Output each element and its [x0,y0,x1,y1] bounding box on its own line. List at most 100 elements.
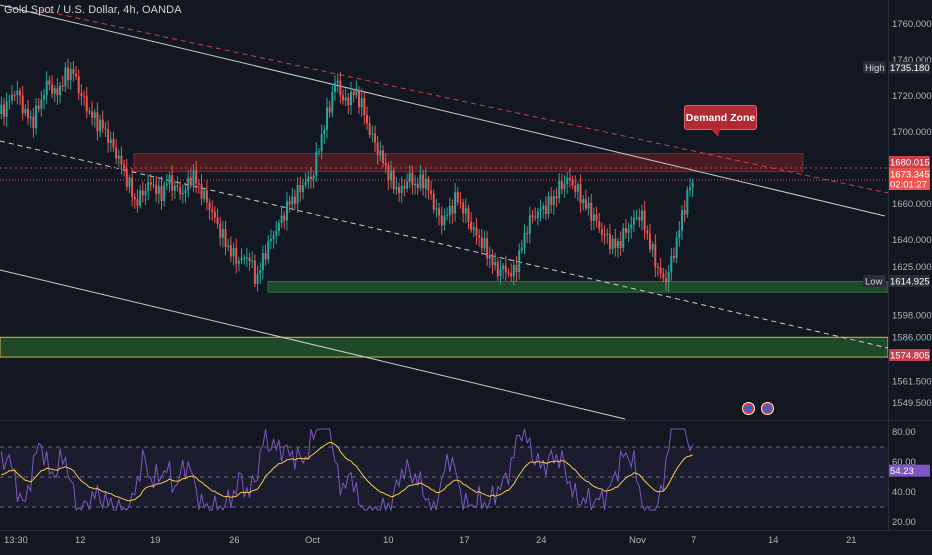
candle [579,174,582,213]
candle [440,206,443,235]
candle [176,176,179,192]
candle [691,178,694,198]
candle [272,230,275,249]
candle [336,73,339,93]
candle [80,84,83,106]
support-zone[interactable] [267,280,889,293]
time-tick-label: 19 [150,535,161,546]
candle [333,75,336,101]
resistance-zone[interactable] [133,153,804,173]
resistance-dashed-trendline[interactable] [39,9,889,194]
candle [686,186,689,219]
candle [688,177,691,197]
candle [253,254,256,288]
candle [590,193,593,231]
candle [654,234,657,278]
candle [584,189,587,212]
candle [75,65,78,80]
candle [611,235,614,254]
rsi-tick-label: 20.00 [892,517,916,528]
demand-zone-callout[interactable]: Demand Zone [684,105,757,137]
candle [502,262,505,280]
candle [504,255,507,281]
candle [309,167,312,189]
candle [235,238,238,274]
candle [518,243,521,280]
candle [558,173,561,204]
channel-base-trendline[interactable] [0,269,626,420]
rsi-tick-label: 40.00 [892,487,916,498]
candle [640,204,643,231]
candle [408,165,411,189]
candle [403,179,406,197]
candle [264,244,267,266]
candle [552,189,555,215]
price-tick-label: 1640.000 [892,235,932,246]
candle [288,195,291,213]
support-zone-lower[interactable] [0,336,889,358]
candle [587,197,590,216]
candle [128,174,131,194]
candle [454,183,457,222]
us-flag-event-icon[interactable] [761,402,774,415]
candle [213,206,216,224]
candle [61,75,64,92]
candle [659,257,662,280]
candle [208,198,211,220]
level-2-tag-text: 1574.805 [890,351,930,362]
candle [566,171,569,194]
candle [24,104,27,117]
candle [19,87,22,106]
price-tick-label: 1760.000 [892,19,932,30]
us-flag-event-icon[interactable] [742,402,755,415]
candle [16,80,19,105]
level-1-tag: 1680.015 [888,156,930,169]
candle [550,187,553,214]
candle [187,170,190,198]
candle [85,86,88,119]
candle [325,97,328,139]
candle [200,174,203,206]
candle [240,248,243,264]
candle [656,263,659,277]
candle [384,153,387,174]
candle [462,199,465,223]
candle [582,195,585,211]
candle [366,106,369,130]
candle [248,252,251,271]
upper-trendline[interactable] [0,4,886,217]
candle [667,264,670,293]
candle [115,138,118,164]
time-tick-label: 13:30 [4,535,28,546]
candle [107,120,110,153]
candle [243,254,246,265]
candle [171,165,174,201]
candle [528,206,531,244]
candle [435,198,438,218]
candle [395,177,398,195]
candle [267,234,270,264]
candle [152,177,155,189]
candle [494,252,497,271]
candle [8,95,11,110]
candle [539,199,542,222]
candle [96,102,99,141]
lower-dashed-trendline[interactable] [0,140,889,349]
price-tick-label: 1700.000 [892,127,932,138]
time-tick-label: 12 [75,535,86,546]
candle [600,222,603,243]
candle [13,90,16,102]
candle [216,208,219,229]
candle [350,81,353,115]
candle [261,245,264,280]
candle [406,173,409,193]
time-tick-label: 24 [536,535,547,546]
candle [221,220,224,248]
candle [93,109,96,128]
countdown-text: 02:01:27 [890,180,927,191]
candle [480,229,483,255]
candle [568,168,571,188]
candle [534,207,537,221]
